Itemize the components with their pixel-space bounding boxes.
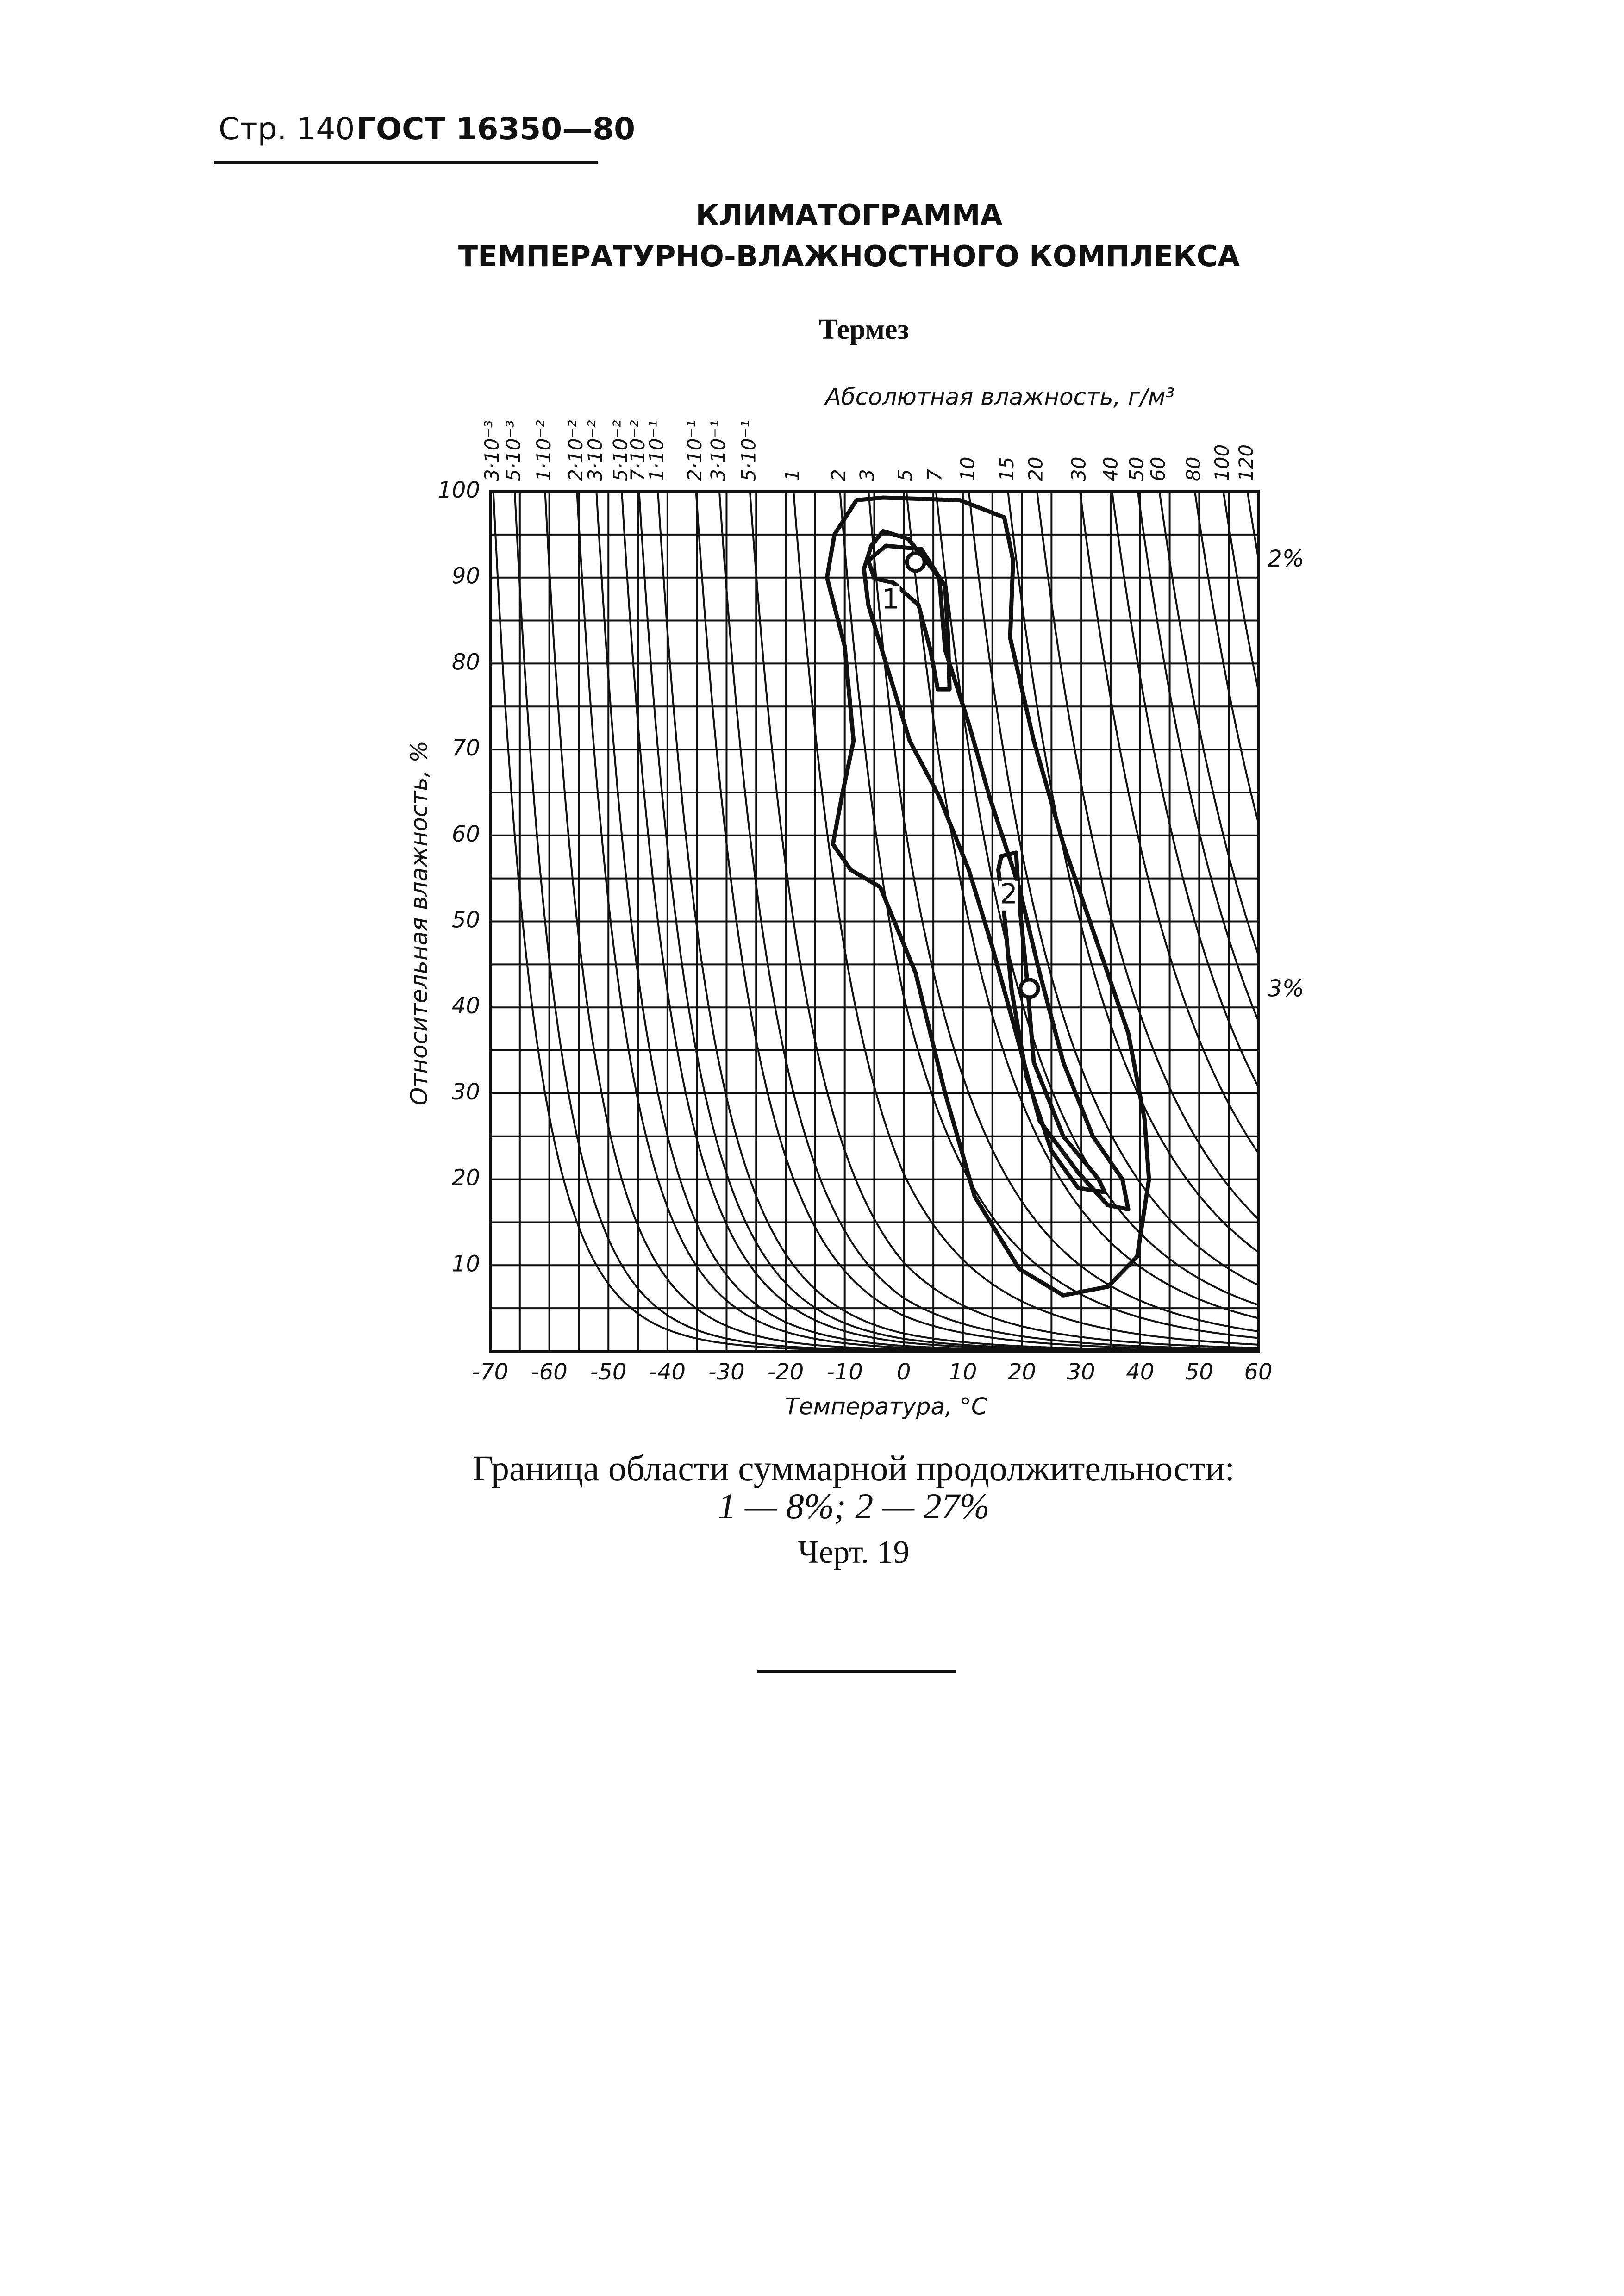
abs-humidity-label: 1·10⁻¹ bbox=[645, 420, 668, 481]
abs-humidity-label: 5·10⁻² bbox=[609, 420, 632, 481]
humidity-curve bbox=[657, 492, 1258, 1351]
y-tick-label: 20 bbox=[452, 1165, 480, 1191]
abs-humidity-label: 2·10⁻² bbox=[564, 420, 587, 481]
x-tick-label: 40 bbox=[1126, 1359, 1154, 1385]
abs-humidity-label: 3·10⁻¹ bbox=[706, 420, 729, 481]
x-axis-label: Температура, °С bbox=[785, 1393, 987, 1420]
y-axis-label: Относительная влажность, % bbox=[406, 741, 433, 1105]
contour bbox=[824, 495, 1151, 1298]
abs-humidity-label: 2 bbox=[827, 469, 850, 481]
abs-humidity-label: 7·10⁻² bbox=[626, 420, 649, 481]
contour-label-bg bbox=[999, 880, 1018, 911]
x-tick-label: 20 bbox=[1008, 1359, 1036, 1385]
y-tick-label: 10 bbox=[452, 1251, 480, 1277]
humidity-curve bbox=[1007, 492, 1258, 1253]
humidity-curve bbox=[1036, 492, 1258, 1220]
humidity-curve bbox=[749, 492, 1258, 1349]
abs-humidity-label: 5·10⁻¹ bbox=[737, 420, 760, 481]
standard-number: ГОСТ 16350—80 bbox=[356, 111, 635, 147]
contour-label-bg bbox=[881, 586, 900, 616]
title-line: КЛИМАТОГРАММА bbox=[695, 198, 1002, 232]
abs-humidity-label: 15 bbox=[995, 457, 1018, 481]
x-tick-label: -20 bbox=[768, 1359, 804, 1385]
humidity-curve bbox=[793, 492, 1258, 1346]
contour bbox=[862, 529, 1131, 1212]
abs-humidity-label: 40 bbox=[1099, 457, 1122, 481]
x-tick-label: -30 bbox=[708, 1359, 744, 1385]
abs-humidity-label: 5·10⁻³ bbox=[502, 420, 525, 481]
abs-humidity-label: 3·10⁻³ bbox=[481, 420, 503, 481]
y-tick-label: 90 bbox=[452, 563, 480, 589]
y-tick-label: 40 bbox=[452, 993, 480, 1019]
y-tick-label: 80 bbox=[452, 649, 480, 675]
plot-frame bbox=[489, 490, 1260, 1353]
abs-humidity-label: 20 bbox=[1024, 457, 1047, 481]
abs-humidity-label: 50 bbox=[1125, 457, 1148, 481]
humidity-curve bbox=[935, 492, 1258, 1306]
y-tick-label: 60 bbox=[452, 821, 480, 847]
top-axis-label: Абсолютная влажность, г/м³ bbox=[824, 384, 1175, 411]
abs-humidity-label: 60 bbox=[1147, 457, 1169, 481]
humidity-curve bbox=[1111, 492, 1258, 1087]
x-tick-label: 10 bbox=[949, 1359, 977, 1385]
contour bbox=[866, 543, 952, 692]
x-tick-label: -60 bbox=[531, 1359, 567, 1385]
abs-humidity-label: 10 bbox=[956, 457, 979, 481]
humidity-curve bbox=[839, 492, 1258, 1339]
contour-label: 2 bbox=[1000, 878, 1018, 910]
subtitle: Термез bbox=[819, 314, 909, 345]
x-tick-label: 60 bbox=[1244, 1359, 1272, 1385]
y-tick-label: 70 bbox=[452, 735, 480, 761]
figure-number: Черт. 19 bbox=[798, 1535, 910, 1570]
annotation: 2% bbox=[1268, 545, 1304, 572]
y-tick-label: 100 bbox=[437, 477, 480, 503]
marker bbox=[905, 551, 926, 573]
humidity-curve bbox=[718, 492, 1258, 1350]
abs-humidity-label: 100 bbox=[1211, 444, 1233, 481]
annotation: 3% bbox=[1268, 975, 1304, 1002]
x-tick-label: -50 bbox=[590, 1359, 626, 1385]
abs-humidity-label: 2·10⁻¹ bbox=[683, 420, 706, 481]
x-tick-label: -10 bbox=[826, 1359, 862, 1385]
abs-humidity-label: 5 bbox=[894, 469, 917, 481]
humidity-curve bbox=[968, 492, 1258, 1286]
contour bbox=[996, 850, 1107, 1194]
abs-humidity-label: 7 bbox=[923, 469, 946, 481]
humidity-curve bbox=[906, 492, 1258, 1319]
x-tick-label: -40 bbox=[650, 1359, 686, 1385]
x-tick-label: 0 bbox=[897, 1359, 911, 1385]
abs-humidity-label: 1 bbox=[781, 469, 804, 481]
caption-line: Граница области суммарной продолжительно… bbox=[473, 1448, 1235, 1488]
y-tick-label: 30 bbox=[452, 1079, 480, 1105]
abs-humidity-label: 3 bbox=[856, 469, 879, 481]
abs-humidity-label: 80 bbox=[1182, 457, 1205, 481]
x-tick-label: 30 bbox=[1067, 1359, 1095, 1385]
title-line: ТЕМПЕРАТУРНО-ВЛАЖНОСТНОГО КОМПЛЕКСА bbox=[458, 239, 1240, 273]
page-number: Стр. 140 bbox=[219, 111, 355, 147]
abs-humidity-label: 30 bbox=[1068, 457, 1090, 481]
x-tick-label: -70 bbox=[472, 1359, 508, 1385]
chart: -70 -60 -50 -40 -30 -20 -10 0 10 20 30 40 50 60102030… bbox=[437, 420, 1304, 1385]
abs-humidity-label: 120 bbox=[1235, 444, 1257, 481]
contour-label: 1 bbox=[882, 583, 899, 615]
humidity-curve bbox=[1079, 492, 1258, 1154]
caption-line: 1 — 8%; 2 — 27% bbox=[718, 1486, 989, 1526]
y-tick-label: 50 bbox=[452, 907, 480, 933]
marker bbox=[1018, 978, 1040, 999]
abs-humidity-label: 1·10⁻² bbox=[532, 420, 555, 481]
abs-humidity-label: 3·10⁻² bbox=[584, 420, 606, 481]
x-tick-label: 50 bbox=[1185, 1359, 1213, 1385]
humidity-curve bbox=[695, 492, 1258, 1351]
